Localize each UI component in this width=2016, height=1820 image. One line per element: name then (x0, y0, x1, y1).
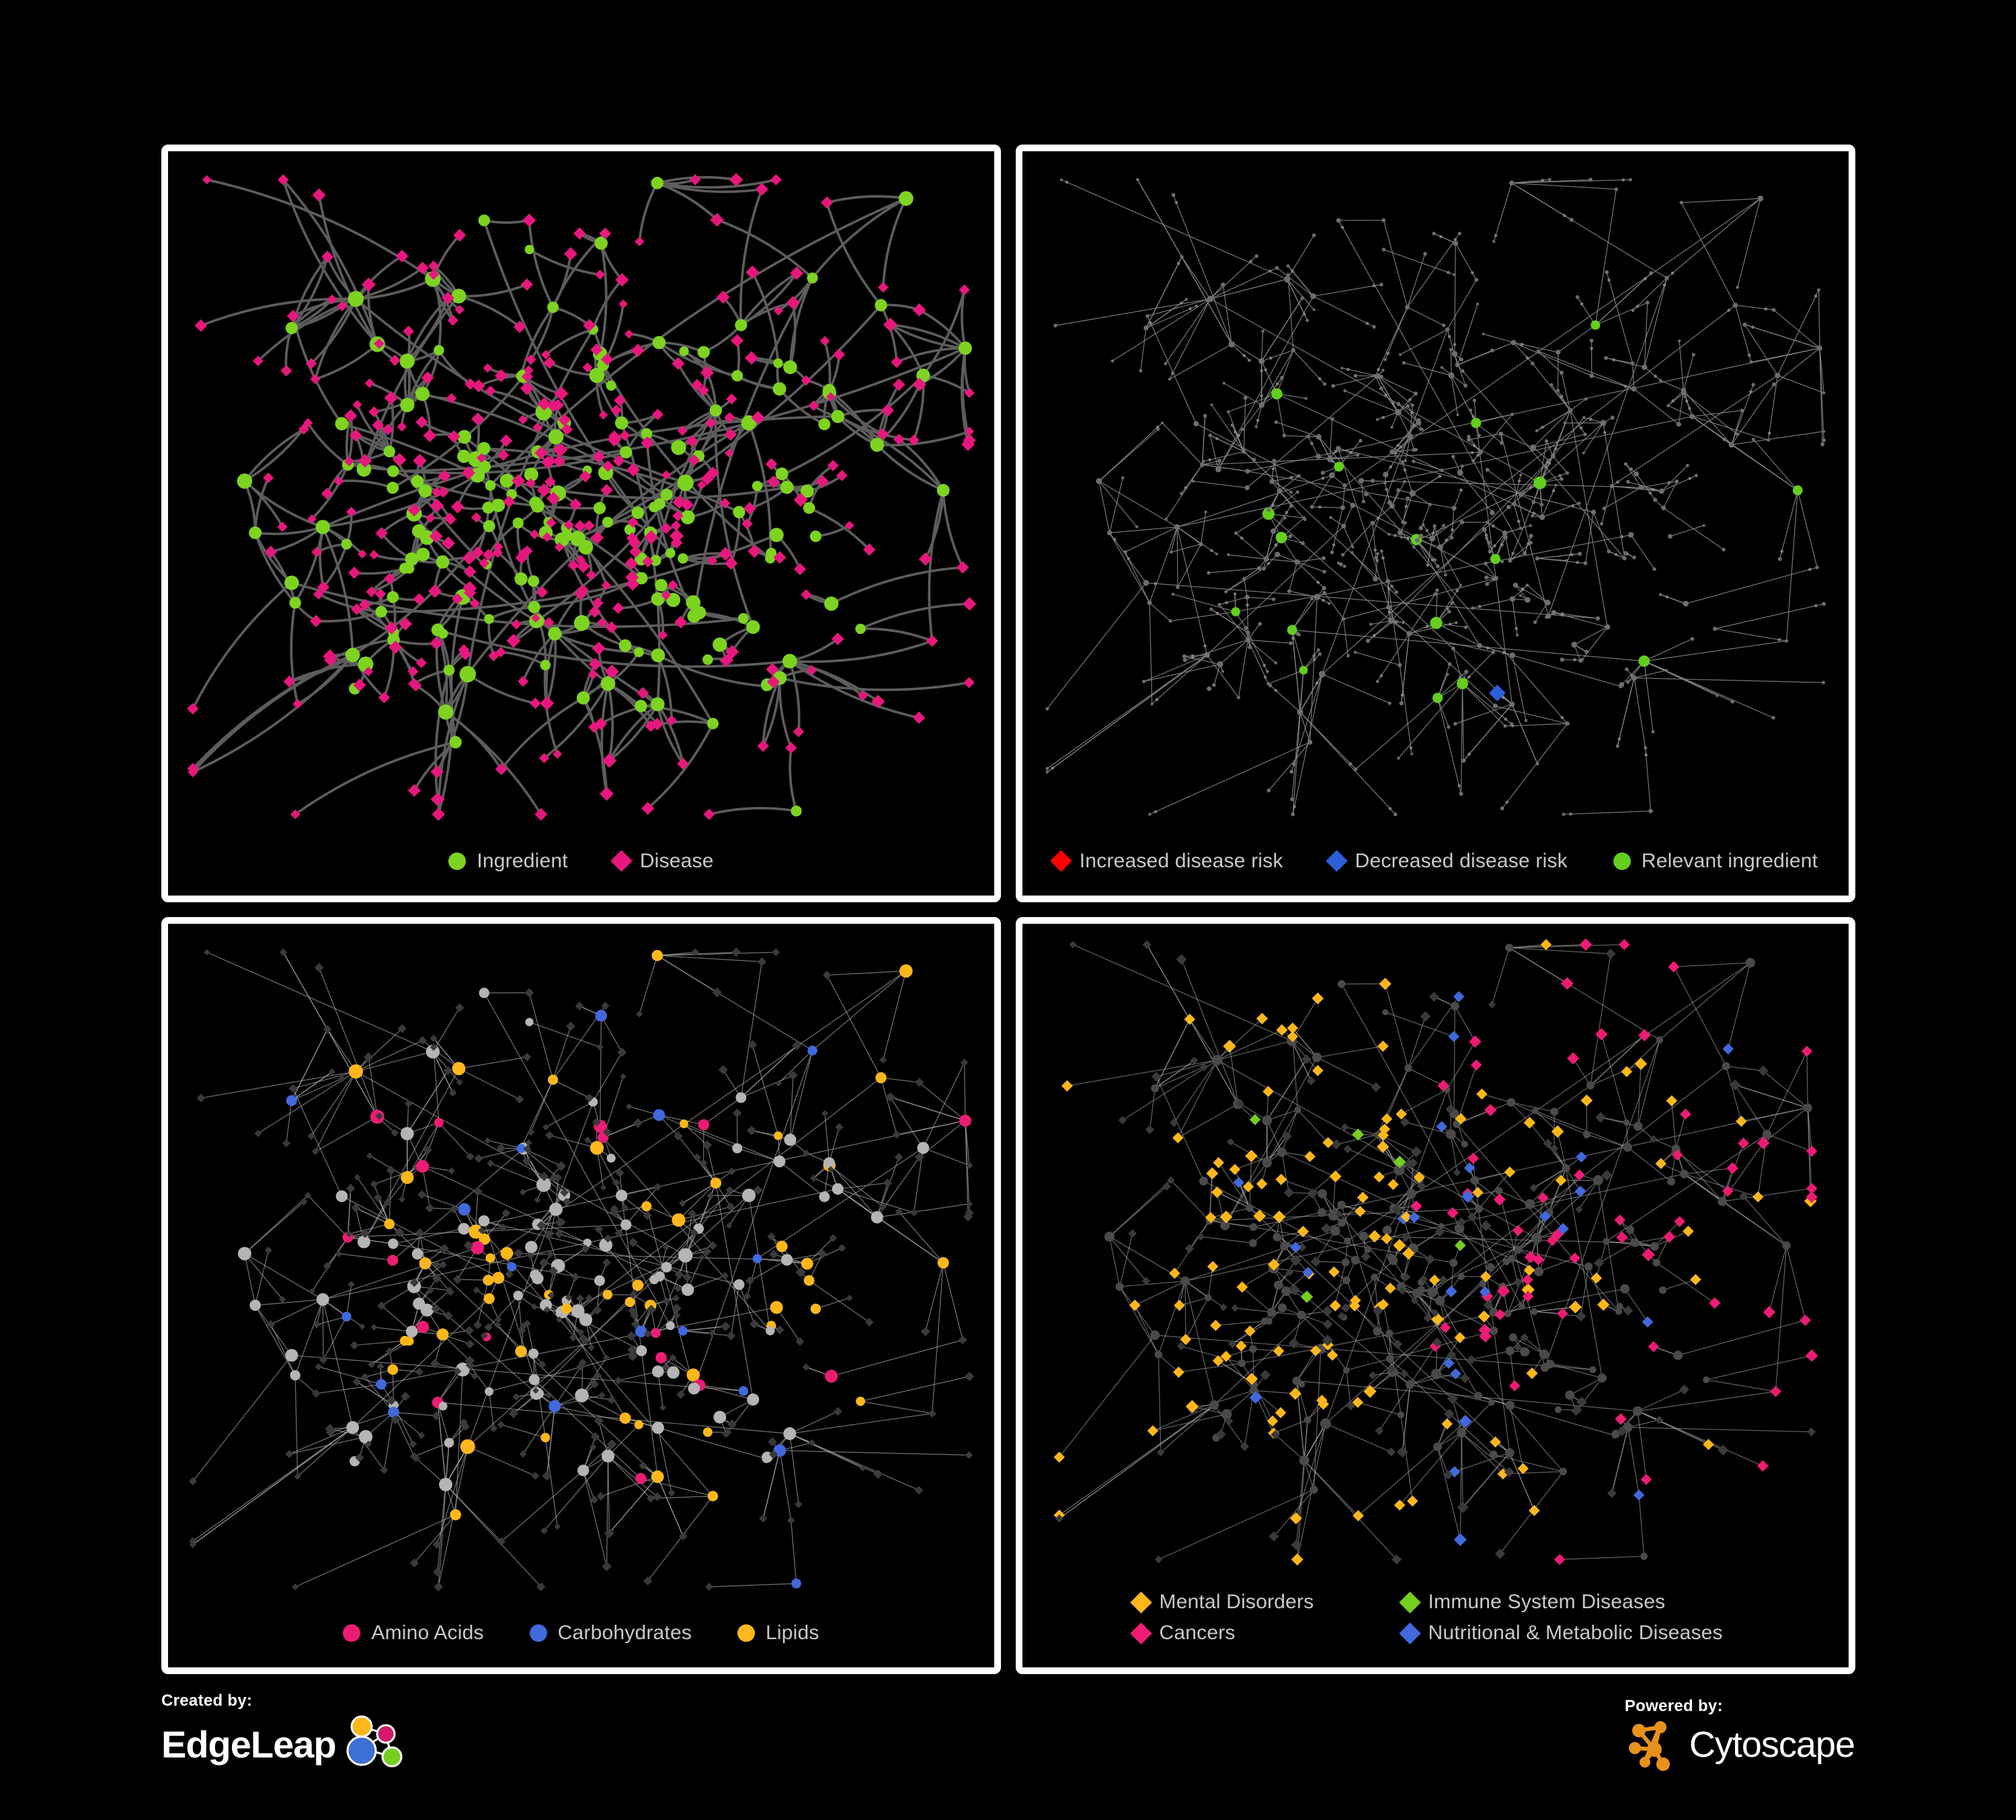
legend-label: Immune System Diseases (1428, 1591, 1666, 1613)
decreased-risk-marker-icon (1325, 850, 1348, 872)
legend-item-mental-disorders: Mental Disorders (1129, 1591, 1402, 1614)
legend-label: Cancers (1159, 1622, 1236, 1644)
footer: Created by: EdgeLeap (161, 1688, 1855, 1798)
panel-grid: Ingredient Disease Increased disease ris… (161, 145, 1855, 1674)
created-by-kicker: Created by: (161, 1692, 253, 1710)
legend-panel-3: Amino Acids Carbohydrates Lipids (168, 1615, 994, 1667)
immune-system-diseases-marker-icon (1398, 1591, 1421, 1614)
edgeleap-logo-icon (346, 1715, 403, 1768)
mental-disorders-marker-icon (1129, 1591, 1152, 1614)
carbohydrates-marker-icon (529, 1624, 547, 1642)
legend-label: Decreased disease risk (1355, 849, 1568, 872)
network-svg-2 (1045, 177, 1826, 817)
legend-label: Nutritional & Metabolic Diseases (1428, 1622, 1723, 1644)
nutritional-metabolic-marker-icon (1398, 1622, 1421, 1645)
created-by-edgeleap: Created by: EdgeLeap (161, 1692, 410, 1776)
legend-item-ingredient: Ingredient (448, 849, 568, 873)
legend-item-lipids: Lipids (737, 1622, 819, 1645)
panel-ingredient-disease: Ingredient Disease (161, 145, 1001, 902)
ingredient-marker-icon (448, 852, 467, 870)
panel-disease-class: Mental Disorders Immune System Diseases … (1016, 916, 1855, 1674)
powered-by-kicker: Powered by: (1624, 1697, 1723, 1715)
legend-label: Increased disease risk (1079, 849, 1283, 872)
edgeleap-wordmark: EdgeLeap (161, 1723, 337, 1766)
lipids-marker-icon (737, 1624, 756, 1642)
network-canvas-4[interactable] (1022, 924, 1849, 1581)
legend-item-carbohydrates: Carbohydrates (529, 1622, 692, 1645)
legend-item-immune-system-diseases: Immune System Diseases (1398, 1591, 1738, 1614)
panel-nutrient-class: Amino Acids Carbohydrates Lipids (161, 916, 1001, 1674)
relevant-ingredient-marker-icon (1613, 852, 1631, 870)
legend-item-relevant-ingredient: Relevant ingredient (1613, 850, 1818, 873)
cancers-marker-icon (1129, 1622, 1152, 1645)
network-svg-1 (187, 173, 977, 821)
legend-label: Carbohydrates (557, 1622, 692, 1644)
panel-disease-risk: Increased disease risk Decreased disease… (1016, 145, 1855, 902)
legend-panel-2: Increased disease risk Decreased disease… (1022, 843, 1849, 896)
network-canvas-3[interactable] (168, 924, 994, 1616)
legend-label: Lipids (766, 1622, 819, 1644)
legend-label: Amino Acids (371, 1622, 484, 1644)
powered-by-cytoscape: Powered by: (1625, 1697, 1855, 1772)
legend-label: Disease (639, 849, 714, 872)
amino-acids-marker-icon (343, 1624, 361, 1642)
legend-label: Mental Disorders (1159, 1591, 1314, 1613)
legend-item-disease: Disease (610, 849, 714, 873)
legend-item-decreased-risk: Decreased disease risk (1325, 849, 1568, 873)
network-canvas-2[interactable] (1022, 151, 1849, 843)
legend-item-amino-acids: Amino Acids (343, 1622, 483, 1645)
network-svg-4 (1053, 938, 1818, 1566)
increased-risk-marker-icon (1050, 850, 1072, 872)
legend-panel-1: Ingredient Disease (168, 843, 994, 896)
legend-label: Relevant ingredient (1641, 849, 1818, 872)
legend-item-increased-risk: Increased disease risk (1050, 849, 1283, 873)
cytoscape-logo-icon (1628, 1721, 1670, 1771)
network-svg-3 (188, 947, 975, 1591)
network-canvas-1[interactable] (168, 151, 994, 843)
disease-marker-icon (610, 850, 633, 872)
legend-item-cancers: Cancers (1129, 1622, 1402, 1645)
legend-label: Ingredient (477, 849, 568, 872)
legend-panel-4: Mental Disorders Immune System Diseases … (1022, 1580, 1849, 1667)
legend-item-nutritional-metabolic-diseases: Nutritional & Metabolic Diseases (1398, 1622, 1738, 1645)
cytoscape-wordmark: Cytoscape (1689, 1725, 1855, 1765)
